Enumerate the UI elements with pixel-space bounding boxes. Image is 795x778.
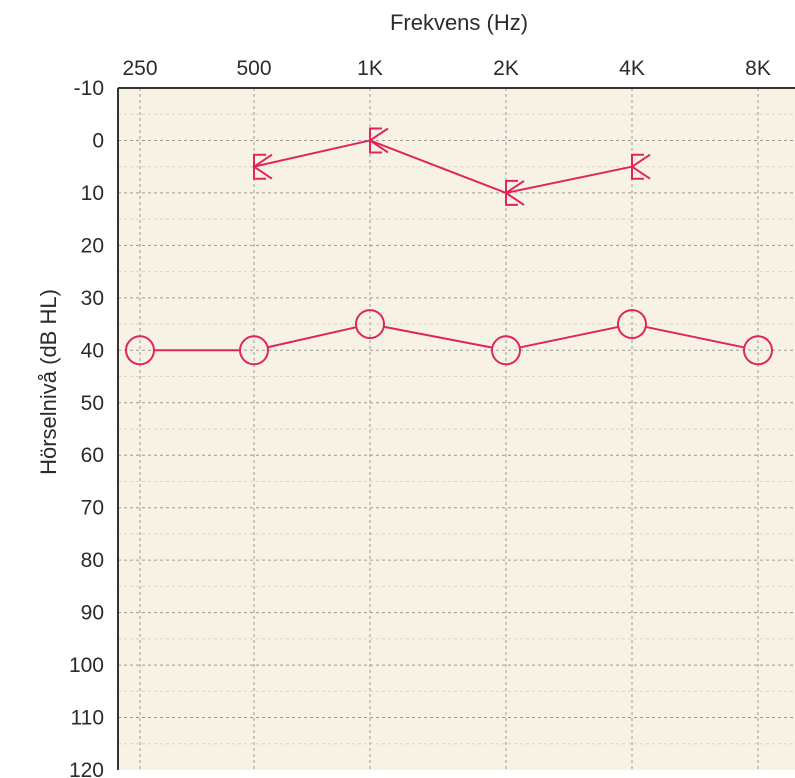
y-tick-label: 110 — [71, 707, 104, 730]
series-segment — [645, 325, 745, 349]
bracket-frame — [253, 153, 266, 180]
y-tick-label: 60 — [81, 444, 104, 467]
series-segment — [519, 325, 619, 349]
y-tick-label: 50 — [81, 392, 104, 415]
x-tick-label: 500 — [236, 57, 271, 80]
series-segment — [383, 325, 493, 349]
bracket-frame — [505, 179, 518, 206]
series-bracket — [252, 127, 651, 206]
y-tick-label: 70 — [81, 497, 104, 520]
series-segment — [369, 139, 507, 194]
data-point — [125, 335, 155, 366]
y-axis-title: Hörselnivå (dB HL) — [36, 289, 61, 475]
y-tick-label: 0 — [92, 129, 104, 152]
plot-area: -10 0 10 20 30 40 50 60 70 80 90 100 110 120 250 500 1K 2… — [69, 57, 795, 778]
series-segment — [253, 139, 371, 168]
data-point — [617, 309, 647, 340]
y-tick-label: 80 — [81, 549, 104, 572]
x-tick-label: 8K — [745, 57, 771, 80]
bracket-frame — [369, 127, 382, 154]
series-segment — [267, 326, 357, 349]
x-tick-label: 1K — [357, 57, 383, 80]
series-circle — [125, 309, 773, 366]
y-tick-label: 40 — [81, 339, 104, 362]
y-tick-label: -10 — [74, 77, 104, 100]
bracket-frame — [631, 153, 644, 180]
x-tick-label: 250 — [122, 57, 157, 80]
data-point — [355, 309, 385, 340]
series-segment — [505, 165, 633, 194]
y-tick-label: 10 — [81, 182, 104, 205]
y-tick-label: 30 — [81, 287, 104, 310]
x-axis-title: Frekvens (Hz) — [390, 10, 528, 35]
y-tick-label: 20 — [81, 234, 104, 257]
data-point — [743, 335, 773, 366]
data-point — [239, 335, 269, 366]
y-tick-label: 120 — [69, 759, 104, 778]
data-point — [491, 335, 521, 366]
y-tick-label: 90 — [81, 602, 104, 625]
y-tick-label: 100 — [69, 654, 104, 677]
x-tick-label: 2K — [493, 57, 519, 80]
x-tick-label: 4K — [619, 57, 645, 80]
